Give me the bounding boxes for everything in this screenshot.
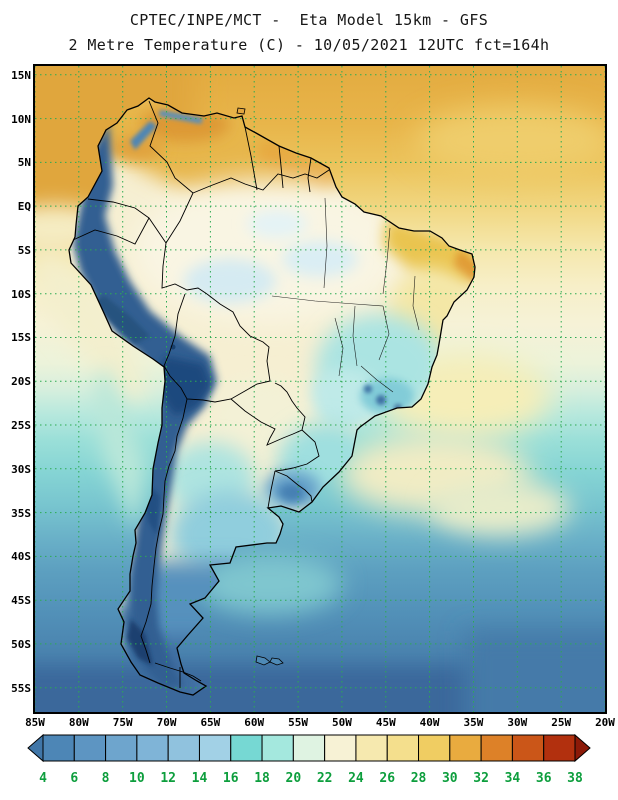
lon-label-70W: 70W <box>156 716 177 729</box>
falkland-island-east <box>269 657 284 666</box>
colorbar-tick-18: 18 <box>254 771 270 786</box>
state-borders <box>271 197 420 393</box>
lat-label-45S: 45S <box>11 594 31 608</box>
colorbar-segment <box>198 734 232 762</box>
lon-label-40W: 40W <box>419 716 440 729</box>
lat-label-20S: 20S <box>11 375 31 389</box>
colorbar-segment <box>480 734 513 762</box>
lon-label-55W: 55W <box>288 716 308 729</box>
colorbar-segment <box>292 734 326 762</box>
lat-label-5S: 5S <box>17 243 31 257</box>
colorbar-tick-12: 12 <box>160 771 176 786</box>
lon-label-35W: 35W <box>463 716 484 729</box>
colorbar-segment <box>543 734 576 762</box>
colorbar-tick-8: 8 <box>102 771 110 786</box>
colorbar-tick-6: 6 <box>70 771 78 786</box>
country-borders <box>72 100 330 688</box>
colorbar-arrow-low <box>27 733 44 763</box>
lat-label-55S: 55S <box>11 681 31 695</box>
colorbar-segment <box>449 734 482 762</box>
lat-label-10S: 10S <box>11 287 31 301</box>
colorbar-segment <box>324 734 357 762</box>
lon-label-80W: 80W <box>68 716 89 729</box>
ocean-temperature-shading <box>35 66 605 712</box>
colorbar-tick-4: 4 <box>39 771 47 786</box>
colorbar-segment <box>230 734 263 762</box>
trinidad-island <box>236 107 246 115</box>
colorbar-segment <box>511 734 545 762</box>
lat-label-5N: 5N <box>17 156 31 170</box>
south-america-temperature-map <box>35 66 605 712</box>
lon-label-85W: 85W <box>25 716 45 729</box>
colorbar-tick-26: 26 <box>379 771 395 786</box>
colorbar-segment <box>386 734 420 762</box>
map-title-line1: CPTEC/INPE/MCT - Eta Model 15km - GFS <box>129 11 489 29</box>
lon-label-30W: 30W <box>507 716 528 729</box>
lat-label-30S: 30S <box>11 462 31 476</box>
colorbar-segment <box>261 734 294 762</box>
map-title-line2: 2 Metre Temperature (C) - 10/05/2021 12U… <box>68 36 550 54</box>
lon-label-50W: 50W <box>331 716 352 729</box>
colorbar-arrow-high <box>574 733 591 763</box>
lon-label-75W: 75W <box>112 716 133 729</box>
colorbar-tick-20: 20 <box>286 771 302 786</box>
falkland-island-west <box>255 655 271 666</box>
lat-label-25S: 25S <box>11 419 31 433</box>
colorbar-tick-16: 16 <box>223 771 239 786</box>
lon-label-25W: 25W <box>551 716 572 729</box>
colorbar-svg: 4 6 8 10 12 14 16 18 20 22 24 26 28 30 32 34 36 38 <box>27 733 591 786</box>
colorbar-segment <box>355 734 388 762</box>
colorbar-segment <box>105 734 138 762</box>
colorbar-tick-30: 30 <box>442 771 458 786</box>
colorbar-segment <box>167 734 200 762</box>
colorbar-tick-14: 14 <box>192 771 208 786</box>
colorbar-segment <box>418 734 451 762</box>
colorbar-tick-34: 34 <box>505 771 521 786</box>
colorbar-segment <box>42 734 75 762</box>
islands <box>236 107 284 666</box>
map-frame <box>33 64 607 714</box>
coastlines-and-borders <box>68 97 476 696</box>
lon-label-65W: 65W <box>200 716 221 729</box>
colorbar-segment <box>73 734 107 762</box>
lat-label-50S: 50S <box>11 637 31 651</box>
colorbar-tick-36: 36 <box>536 771 552 786</box>
lat-label-EQ: EQ <box>17 200 31 214</box>
lat-label-40S: 40S <box>11 550 31 564</box>
colorbar-tick-38: 38 <box>567 771 583 786</box>
lon-label-20W: 20W <box>595 716 615 729</box>
lat-label-10N: 10N <box>11 112 31 126</box>
colorbar-tick-24: 24 <box>348 771 364 786</box>
temperature-colorbar: 4 6 8 10 12 14 16 18 20 22 24 26 28 30 32 34 36 38 <box>24 733 594 796</box>
lon-label-60W: 60W <box>244 716 265 729</box>
lat-label-15S: 15S <box>11 331 31 345</box>
andes-cold-ribbon <box>73 122 217 688</box>
lat-label-15N: 15N <box>11 68 31 82</box>
colorbar-tick-22: 22 <box>317 771 333 786</box>
lat-label-35S: 35S <box>11 506 31 520</box>
colorbar-tick-28: 28 <box>411 771 427 786</box>
colorbar-segment <box>136 734 169 762</box>
lon-label-45W: 45W <box>375 716 396 729</box>
colorbar-tick-10: 10 <box>129 771 145 786</box>
colorbar-tick-32: 32 <box>473 771 489 786</box>
